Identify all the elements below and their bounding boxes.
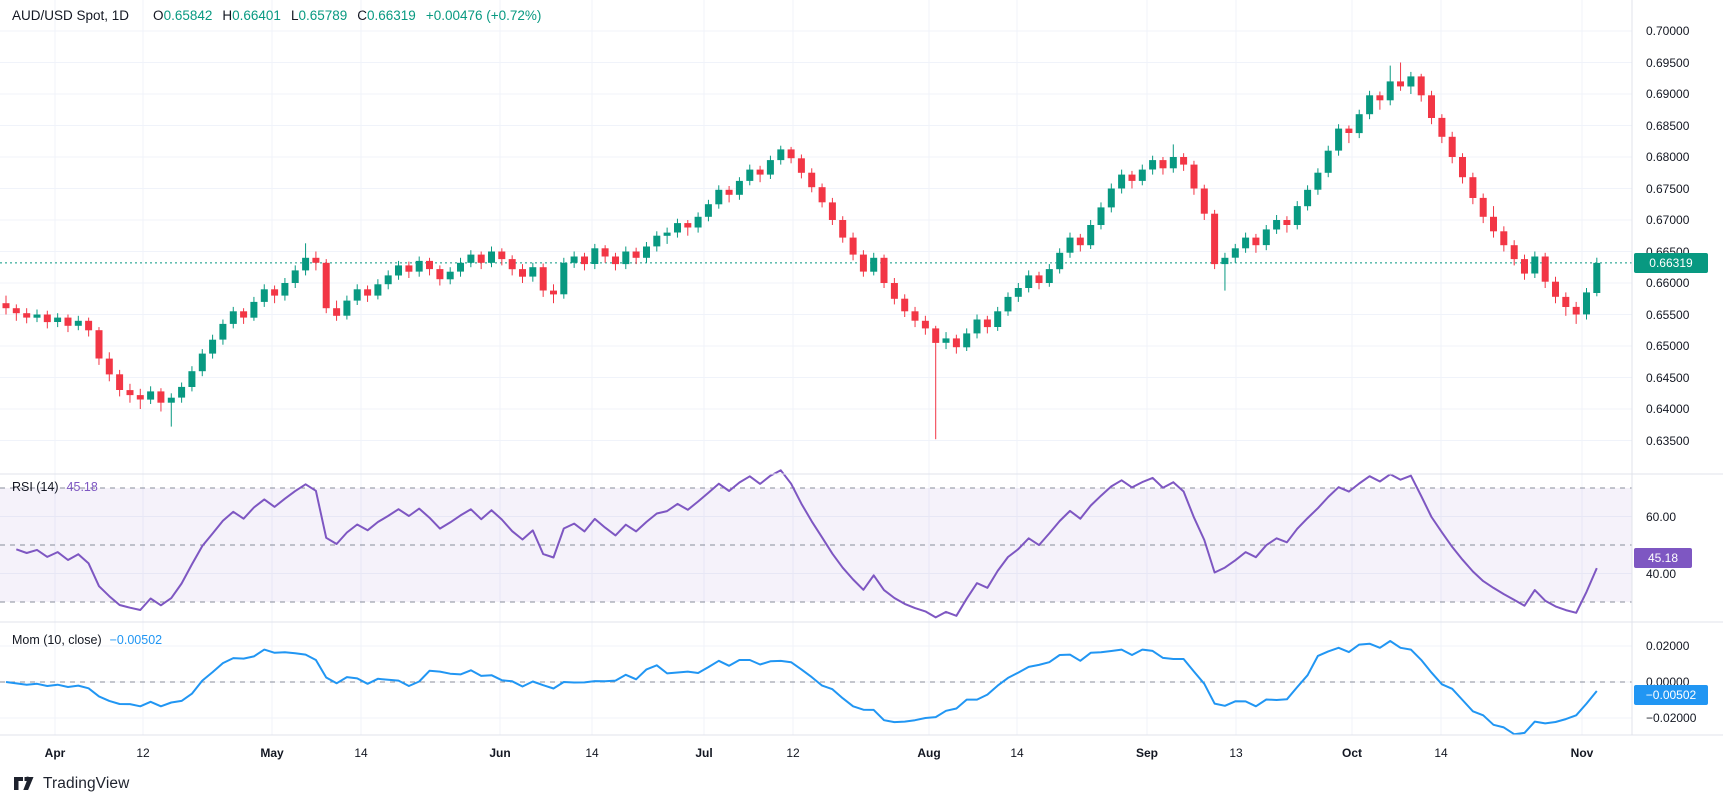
mom-axis-label: −0.02000 (1646, 711, 1697, 725)
time-axis-label: Apr (44, 746, 66, 760)
mom-value: −0.00502 (109, 633, 163, 647)
time-axis-label: 12 (786, 746, 800, 760)
time-axis-label: 14 (1434, 746, 1448, 760)
tradingview-watermark-text: TradingView (43, 775, 130, 792)
close-label: C (357, 8, 368, 23)
rsi-axis-label: 40.00 (1646, 566, 1677, 581)
last-price-badge: 0.66319 (1634, 253, 1708, 273)
rsi-pane-legend[interactable]: RSI (14) 45.18 (12, 480, 98, 494)
price-axis-label: 0.69500 (1646, 55, 1690, 70)
rsi-line[interactable] (15, 469, 1598, 619)
price-axis-label: 0.66000 (1646, 276, 1690, 290)
rsi-title[interactable]: RSI (14) (12, 480, 59, 494)
price-axis-label: 0.67500 (1646, 181, 1690, 196)
price-axis-label: 0.70000 (1646, 24, 1690, 38)
momentum-line[interactable] (5, 640, 1598, 736)
price-axis-label: 0.65000 (1646, 339, 1690, 353)
time-axis-label: Jun (489, 746, 511, 760)
rsi-axis-label: 60.00 (1646, 509, 1677, 524)
low-label: L (290, 8, 299, 23)
tradingview-watermark[interactable]: TradingView (12, 772, 129, 796)
time-axis-label: Oct (1341, 746, 1363, 760)
mom-title[interactable]: Mom (10, close) (12, 633, 102, 647)
grid-lines (0, 0, 1632, 735)
mom-value-badge: −0.00502 (1634, 685, 1708, 705)
price-axis-label: 0.68000 (1646, 150, 1690, 164)
time-axis-label: 14 (1010, 746, 1024, 760)
indicator-bands (0, 487, 1632, 683)
high-value: 0.66401 (232, 8, 281, 23)
time-axis-label: 14 (585, 746, 599, 760)
mom-axis-label: 0.02000 (1646, 639, 1690, 653)
time-axis-label: 12 (136, 746, 150, 760)
change-value: +0.00476 (+0.72%) (425, 8, 542, 23)
open-label: O (153, 8, 164, 23)
tradingview-logo-icon (14, 776, 34, 790)
rsi-value: 45.18 (66, 480, 98, 494)
price-axis-label: 0.65500 (1646, 307, 1690, 322)
chart-legend[interactable]: AUD/USD Spot, 1D O0.65842 H0.66401 L0.65789… (12, 8, 541, 23)
time-axis-label: Sep (1135, 746, 1159, 760)
time-axis-label: May (260, 746, 284, 760)
pane-separators (0, 0, 1723, 736)
time-axis-label: 13 (1229, 746, 1243, 760)
price-axis-label: 0.69000 (1646, 87, 1690, 101)
price-axis-label: 0.64500 (1646, 370, 1690, 385)
price-axis-label: 0.63500 (1646, 433, 1690, 448)
time-axis-label: Aug (917, 746, 941, 760)
candlestick-series[interactable] (2, 62, 1601, 440)
close-value: 0.66319 (367, 8, 416, 23)
price-axis-label: 0.64000 (1646, 402, 1690, 416)
low-value: 0.65789 (298, 8, 348, 23)
symbol-title[interactable]: AUD/USD Spot, 1D (12, 8, 130, 23)
price-axis-label: 0.67000 (1646, 213, 1690, 227)
high-label: H (222, 8, 233, 23)
time-axis-label: Nov (1570, 746, 1594, 760)
open-value: 0.65842 (163, 8, 213, 23)
mom-pane-legend[interactable]: Mom (10, close) −0.00502 (12, 633, 162, 647)
rsi-value-badge: 45.18 (1634, 548, 1692, 568)
price-axis-label: 0.68500 (1646, 118, 1690, 133)
time-axis-label: 14 (354, 746, 368, 760)
time-axis-label: Jul (695, 746, 713, 760)
